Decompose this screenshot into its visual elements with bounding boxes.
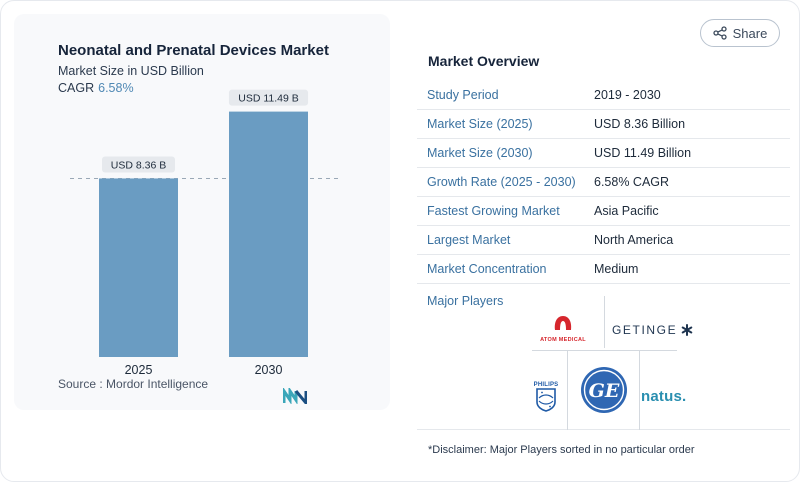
overview-key: Market Size (2025)	[427, 117, 533, 131]
overview-row: Market Size (2025) USD 8.36 Billion	[417, 110, 790, 139]
overview-row: Fastest Growing Market Asia Pacific	[417, 197, 790, 226]
disclaimer-note: *Disclaimer: Major Players sorted in no …	[428, 444, 695, 456]
atom-medical-mark-icon	[554, 316, 572, 330]
chart-subtitle: Market Size in USD Billion	[58, 64, 204, 78]
overview-key: Growth Rate (2025 - 2030)	[427, 175, 576, 189]
overview-value: Medium	[594, 262, 639, 276]
players-divider	[532, 350, 677, 351]
players-divider	[567, 350, 568, 430]
overview-key: Largest Market	[427, 233, 511, 247]
cagr-value: 6.58%	[98, 81, 134, 95]
cagr-label: CAGR	[58, 81, 95, 95]
mordor-intelligence-logo	[283, 388, 307, 404]
atom-medical-wordmark: ATOM MEDICAL	[540, 337, 586, 343]
overview-value: North America	[594, 233, 674, 247]
bar-2025	[99, 178, 178, 357]
philips-shield-icon	[536, 388, 556, 412]
share-button[interactable]: Share	[700, 19, 780, 47]
ge-monogram-text: GE	[589, 380, 620, 402]
overview-value: 6.58% CAGR	[594, 175, 670, 189]
ge-monogram-icon: GE	[581, 367, 627, 413]
major-players-label: Major Players	[427, 294, 504, 308]
overview-value: USD 11.49 Billion	[594, 146, 692, 160]
chart-title: Neonatal and Prenatal Devices Market	[58, 42, 329, 59]
overview-key: Market Concentration	[427, 262, 547, 276]
getinge-logo: GETINGE	[612, 322, 693, 338]
natus-wordmark: natus.	[641, 388, 687, 405]
philips-logo: PHILIPS	[531, 382, 561, 417]
overview-table: Study Period 2019 - 2030 Market Size (202…	[417, 81, 790, 284]
players-divider	[639, 350, 640, 430]
data-label: USD 11.49 B	[238, 93, 299, 105]
overview-value: 2019 - 2030	[594, 88, 661, 102]
data-label: USD 8.36 B	[111, 159, 166, 171]
ge-logo: GE	[580, 366, 628, 414]
cagr-line: CAGR 6.58%	[58, 81, 134, 95]
bar-2030	[229, 111, 308, 358]
overview-row: Study Period 2019 - 2030	[417, 81, 790, 110]
philips-wordmark: PHILIPS	[533, 382, 559, 388]
major-players-section: Major Players ATOM MEDICAL GETINGE PHILI…	[417, 284, 790, 430]
x-tick-label: 2025	[125, 363, 153, 377]
overview-row: Market Size (2030) USD 11.49 Billion	[417, 139, 790, 168]
natus-logo: natus.	[641, 388, 686, 406]
players-divider	[604, 296, 605, 348]
data-label-box	[228, 89, 309, 106]
overview-key: Market Size (2030)	[427, 146, 533, 160]
overview-row: Market Concentration Medium	[417, 255, 790, 284]
share-icon	[712, 26, 727, 40]
chart-card	[14, 14, 390, 410]
overview-key: Fastest Growing Market	[427, 204, 560, 218]
overview-row: Largest Market North America	[417, 226, 790, 255]
source-note: Source : Mordor Intelligence	[58, 377, 209, 391]
x-tick-label: 2030	[255, 363, 283, 377]
share-label: Share	[732, 25, 768, 41]
getinge-star-icon	[681, 324, 693, 336]
data-label-box	[102, 156, 175, 173]
atom-medical-logo: ATOM MEDICAL	[535, 314, 591, 344]
overview-title: Market Overview	[428, 53, 540, 69]
overview-value: USD 8.36 Billion	[594, 117, 686, 131]
overview-row: Growth Rate (2025 - 2030) 6.58% CAGR	[417, 168, 790, 197]
getinge-wordmark: GETINGE	[612, 323, 678, 337]
overview-key: Study Period	[427, 88, 499, 102]
overview-value: Asia Pacific	[594, 204, 659, 218]
